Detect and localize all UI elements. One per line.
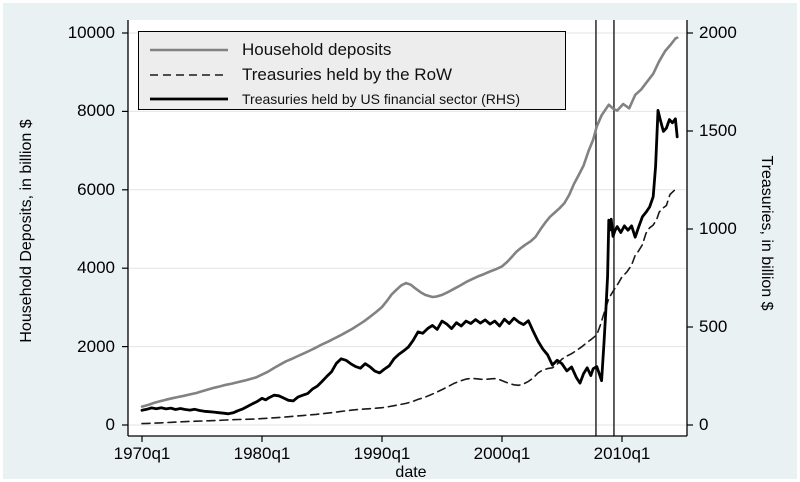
y-right-tick-label: 500 — [699, 317, 728, 336]
legend-line-treasuries-row — [150, 74, 228, 76]
x-tick-label: 1990q1 — [353, 444, 411, 463]
legend-line-treasuries-usfin — [150, 97, 228, 101]
y-right-tick-label: 1500 — [699, 121, 737, 140]
y-left-tick-label: 4000 — [77, 258, 115, 278]
legend-entry-treasuries-usfin: Treasuries held by US financial sector (… — [150, 89, 520, 109]
legend-entry-household-deposits: Household deposits — [150, 40, 391, 60]
legend-label: Household deposits — [242, 40, 392, 59]
legend-label: Treasuries held by the RoW — [242, 65, 453, 84]
x-axis-title: date — [395, 464, 427, 481]
x-tick-label: 2010q1 — [593, 444, 651, 463]
y-right-tick-label: 0 — [699, 415, 709, 434]
legend-line-household-deposits — [150, 48, 228, 52]
y-left-tick-label: 0 — [105, 415, 115, 434]
y-left-tick-label: 8000 — [77, 101, 115, 121]
y-left-tick-label: 2000 — [77, 336, 115, 356]
legend-label: Treasuries held by US financial sector (… — [242, 91, 521, 107]
x-tick-label: 1980q1 — [233, 444, 291, 463]
x-tick-label: 1970q1 — [113, 444, 171, 463]
series-line-0 — [140, 36, 679, 408]
y-left-tick-label: 10000 — [67, 23, 115, 42]
series-line-2 — [140, 109, 679, 416]
y-left-tick-label: 6000 — [77, 179, 115, 199]
x-tick-label: 2000q1 — [473, 444, 531, 463]
y-right-tick-label: 2000 — [699, 23, 737, 42]
legend-entry-treasuries-row: Treasuries held by the RoW — [150, 65, 452, 85]
right-axis-title: Treasuries, in billion $ — [758, 155, 775, 311]
left-axis-title: Household Deposits, in billion $ — [18, 119, 35, 343]
y-right-tick-label: 1000 — [699, 219, 737, 238]
legend: Household deposits Treasuries held by th… — [138, 31, 566, 110]
series-line-1 — [141, 186, 679, 425]
